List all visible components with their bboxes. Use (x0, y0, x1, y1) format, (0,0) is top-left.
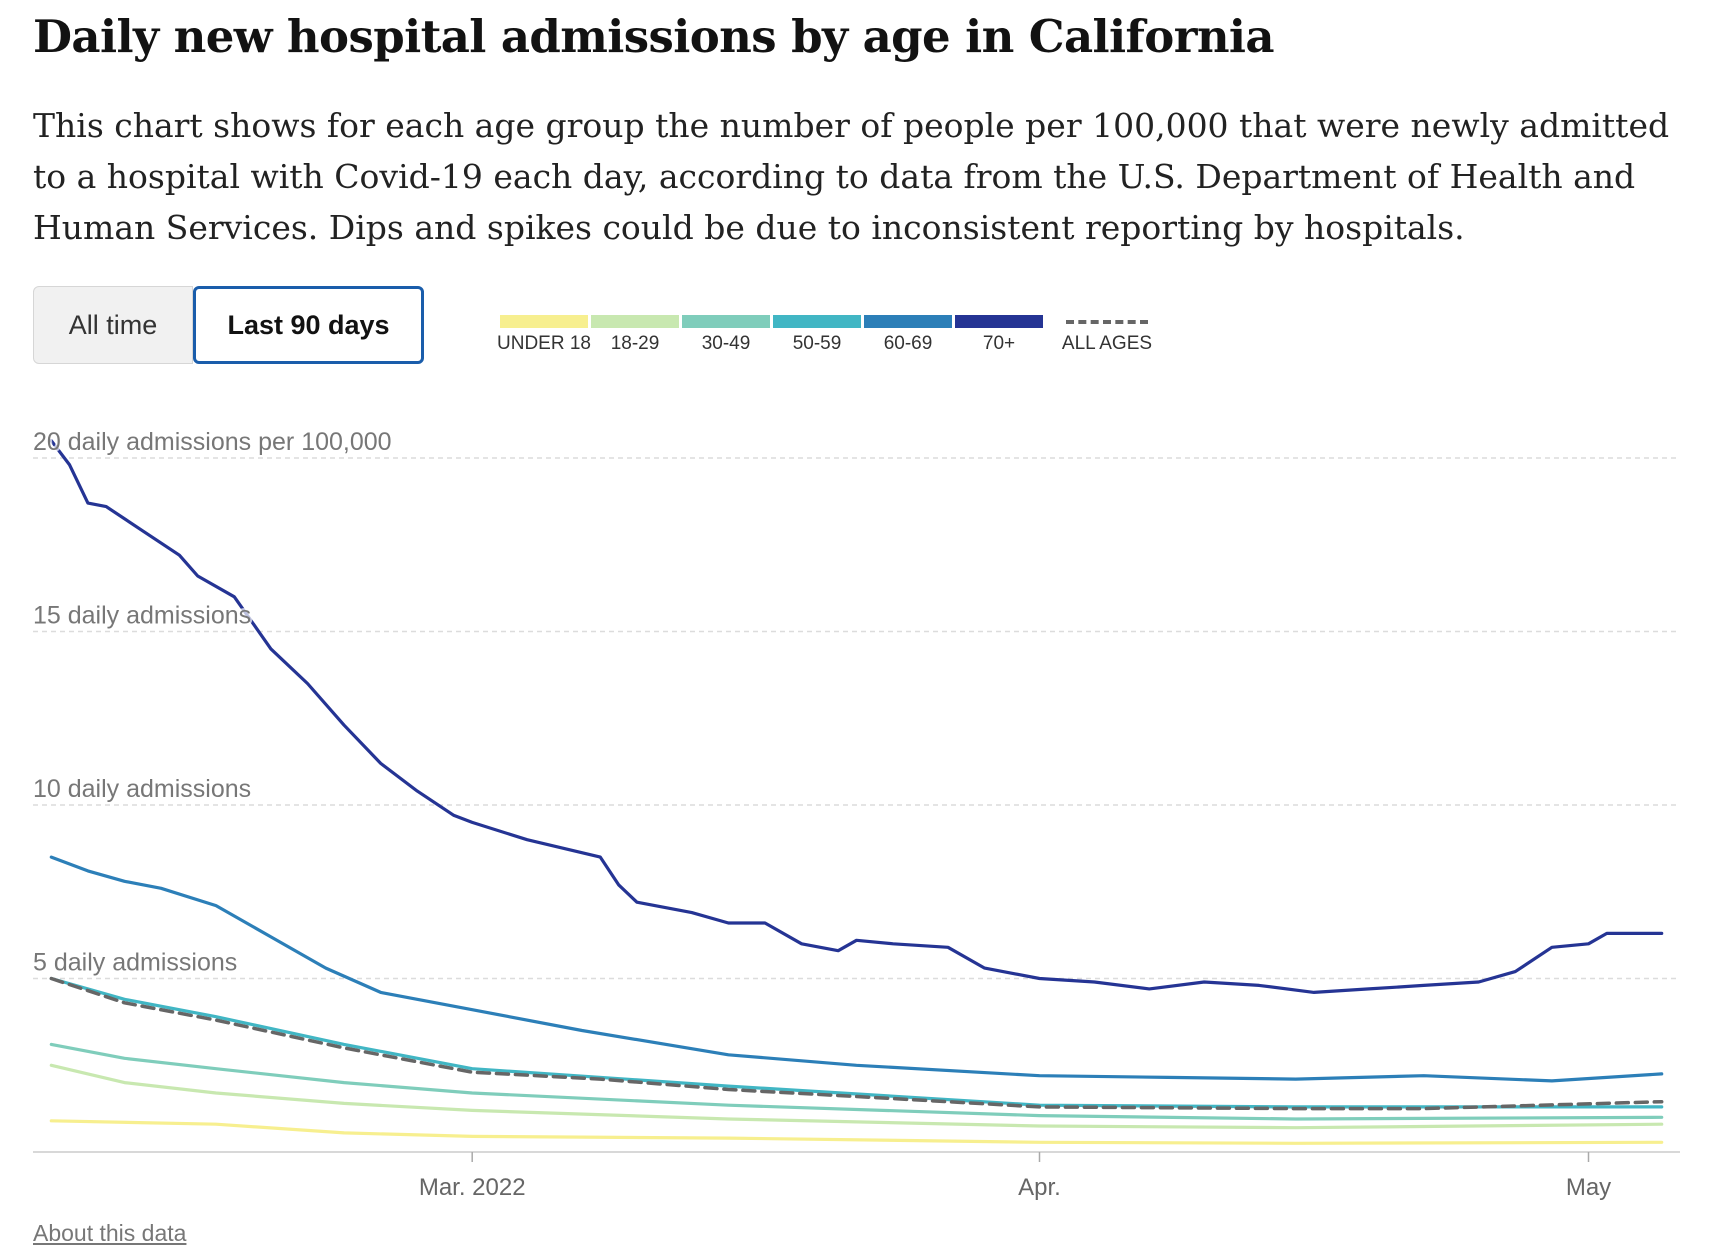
legend-swatch-30-49 (682, 315, 770, 328)
legend-label-all-ages: ALL AGES (1061, 333, 1153, 354)
chart-subtitle: This chart shows for each age group the … (33, 106, 1670, 247)
legend-swatch-18-29 (591, 315, 679, 328)
all-time-button[interactable]: All time (33, 286, 193, 364)
chart-title: Daily new hospital admissions by age in … (33, 10, 1275, 63)
legend-swatch-70-plus (955, 315, 1043, 328)
series-line-30-49 (49, 1042, 1664, 1121)
y-tick-label-10: 10 daily admissions (33, 775, 251, 803)
series-line-under-18 (49, 1119, 1664, 1145)
x-tick-label-2: May (1566, 1174, 1611, 1201)
legend-swatch-50-59 (773, 315, 861, 328)
legend-label-18-29: 18-29 (610, 333, 660, 354)
x-tick-label-0: Mar. 2022 (419, 1174, 526, 1201)
series-line-all-ages (49, 976, 1664, 1111)
y-tick-label-15: 15 daily admissions (33, 602, 251, 630)
series-line-60-69 (49, 855, 1664, 1083)
series-line-18-29 (49, 1063, 1664, 1130)
legend-label-30-49: 30-49 (701, 333, 751, 354)
y-tick-label-20: 20 daily admissions per 100,000 (33, 428, 392, 456)
series-line-70- (49, 439, 1664, 994)
legend-swatch-60-69 (864, 315, 952, 328)
legend-label-70-plus: 70+ (982, 333, 1016, 354)
legend-label-60-69: 60-69 (883, 333, 933, 354)
line-chart: Mar. 2022 Apr. May 20 daily admissions per … (31, 426, 1680, 1201)
about-this-data-link[interactable]: About this data (33, 1220, 187, 1246)
legend-swatch-under-18 (500, 315, 588, 328)
series-line-50-59 (49, 976, 1664, 1109)
legend-label-under-18: UNDER 18 (497, 333, 591, 354)
x-tick-label-1: Apr. (1018, 1174, 1061, 1201)
last-90-days-button[interactable]: Last 90 days (193, 286, 424, 364)
legend-label-50-59: 50-59 (792, 333, 842, 354)
legend-swatch-all-ages (1066, 320, 1148, 324)
y-tick-label-5: 5 daily admissions (33, 949, 237, 977)
